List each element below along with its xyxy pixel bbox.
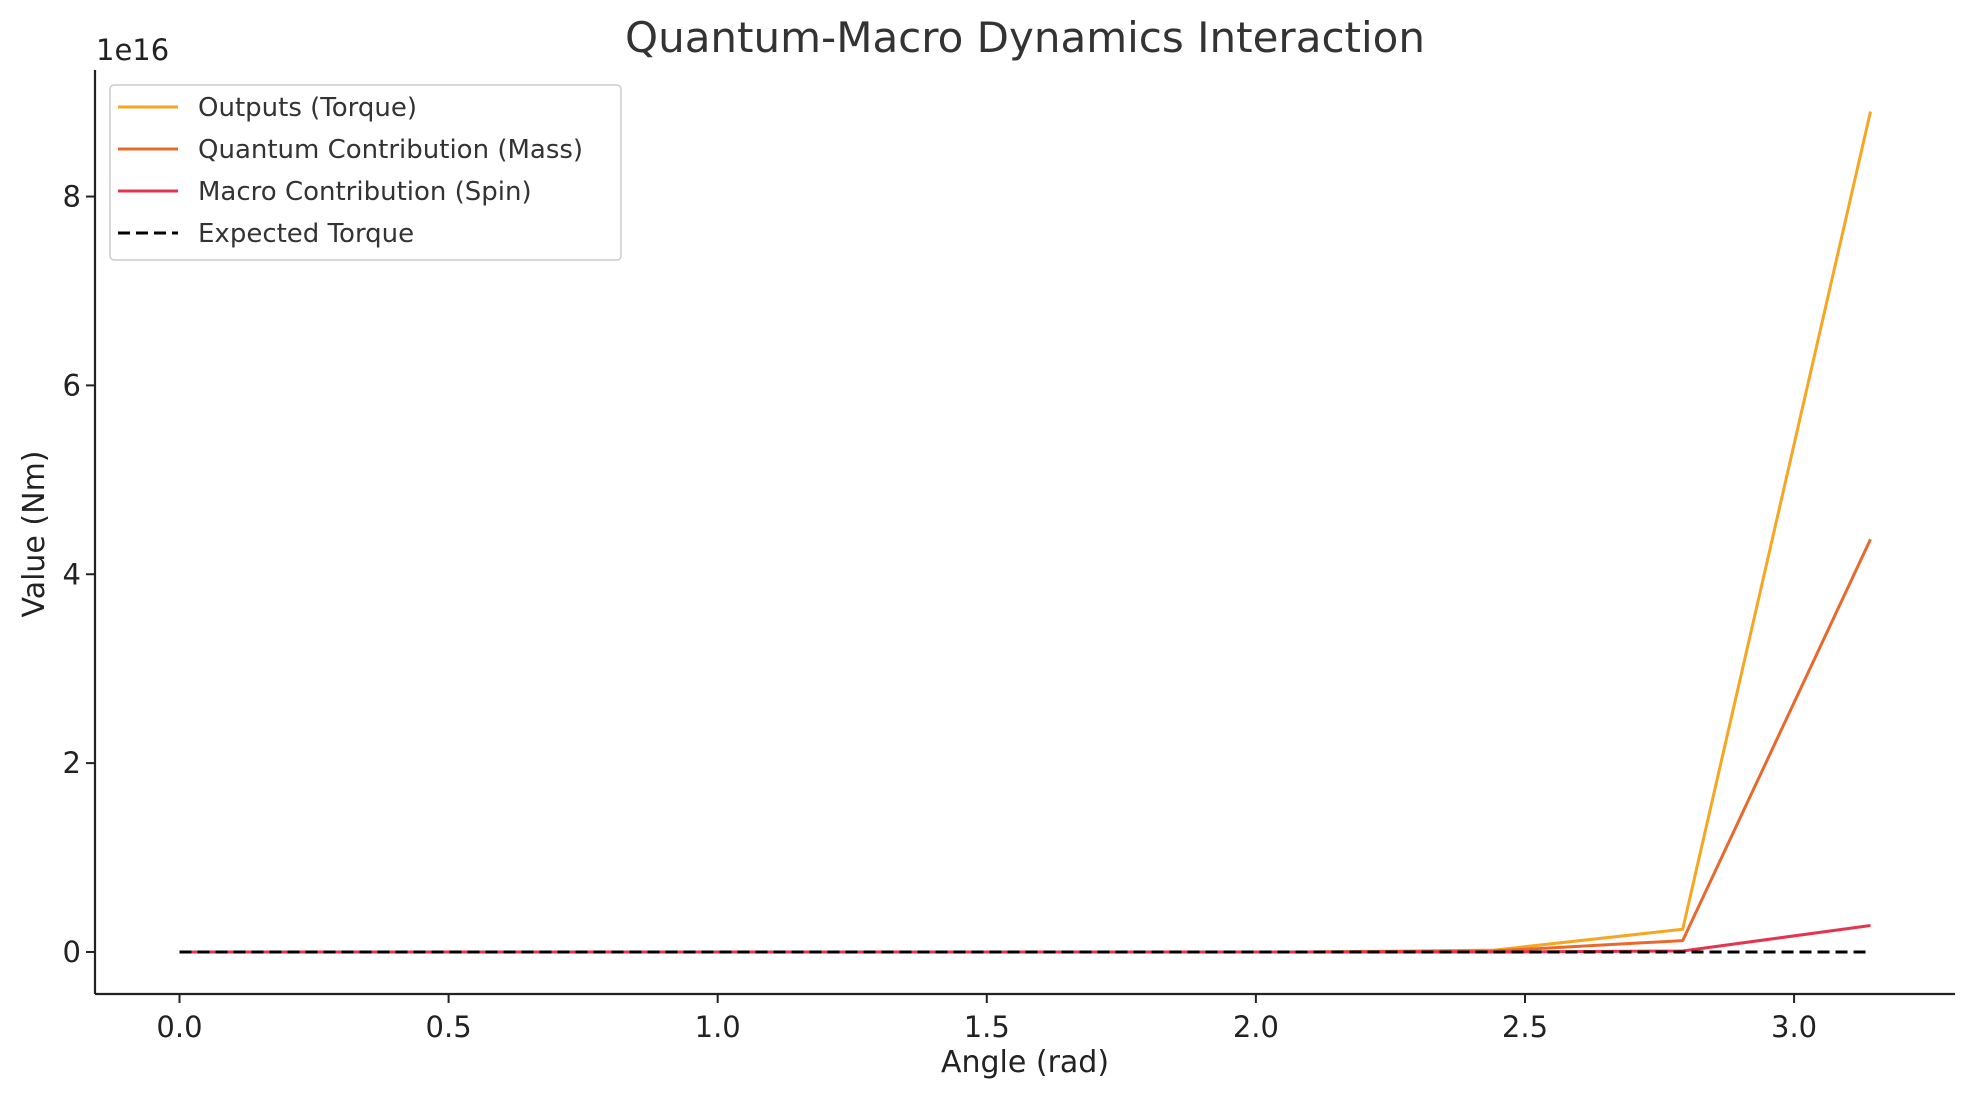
x-tick-label: 2.5 [1502,1010,1548,1044]
x-tick-label: 1.0 [695,1010,741,1044]
y-tick-label: 2 [63,746,81,780]
legend-box [109,84,622,261]
x-tick-label: 3.0 [1771,1010,1817,1044]
x-axis-label: Angle (rad) [941,1045,1109,1080]
x-ticks: 0.0 0.5 1.0 1.5 2.0 2.5 3.0 [156,994,1817,1044]
plot-area: 0.0 0.5 1.0 1.5 2.0 2.5 3.0 0 2 4 6 8 [63,70,1955,1044]
x-tick-label: 2.0 [1233,1010,1279,1044]
legend-label-4: Expected Torque [198,219,414,249]
x-tick-label: 0.0 [156,1010,202,1044]
legend-label-1: Outputs (Torque) [198,93,417,123]
chart-title: Quantum-Macro Dynamics Interaction [625,13,1425,62]
y-tick-label: 0 [63,935,81,969]
x-tick-label: 0.5 [426,1010,472,1044]
legend-label-2: Quantum Contribution (Mass) [198,135,583,165]
y-tick-label: 4 [63,557,81,591]
y-tick-label: 8 [63,180,81,214]
series-group [179,111,1872,954]
legend-label-3: Macro Contribution (Spin) [198,177,532,207]
legend: Outputs (Torque) Quantum Contribution (Ma… [109,84,622,261]
x-tick-label: 1.5 [964,1010,1010,1044]
y-tick-label: 6 [63,368,81,402]
y-axis-exponent-label: 1e16 [96,33,169,67]
y-ticks: 0 2 4 6 8 [63,180,95,969]
legend-entries: Outputs (Torque) Quantum Contribution (Ma… [118,93,583,249]
y-axis-label: Value (Nm) [17,451,52,618]
